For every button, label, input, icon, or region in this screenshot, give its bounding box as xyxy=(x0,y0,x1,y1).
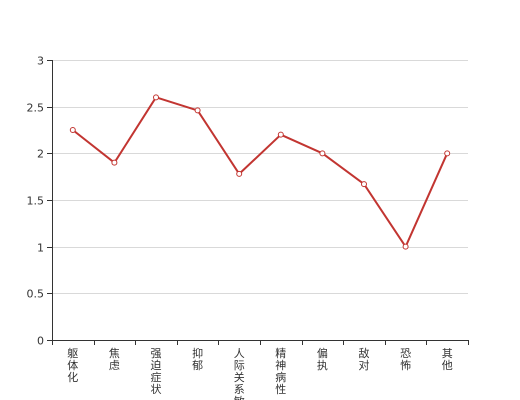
y-axis: 0 0.5 1 1.5 2 2.5 3 xyxy=(27,55,53,348)
grid-lines xyxy=(52,60,468,294)
x-tick-label: 焦虑 xyxy=(109,347,120,372)
data-point-6[interactable] xyxy=(277,131,284,138)
data-point-9[interactable] xyxy=(402,243,409,250)
data-point-4[interactable] xyxy=(194,107,201,114)
x-tick-label: 抑郁 xyxy=(192,346,203,372)
series-points xyxy=(69,94,451,250)
x-tick-label: 人际关系敏感 xyxy=(234,347,245,400)
y-tick-label: 2 xyxy=(37,148,44,161)
x-tick-label: 强迫症状 xyxy=(151,347,162,396)
x-tick-label: 敌对 xyxy=(359,346,370,372)
data-point-8[interactable] xyxy=(361,181,367,188)
data-point-10[interactable] xyxy=(444,150,451,157)
series-line xyxy=(71,96,449,248)
data-point-1[interactable] xyxy=(69,127,76,133)
data-point-5[interactable] xyxy=(236,170,243,177)
y-tick-label: 0 xyxy=(37,335,44,348)
y-tick-label: 1 xyxy=(37,242,44,255)
x-tick-label: 恐怖 xyxy=(400,347,411,372)
y-tick-label: 1.5 xyxy=(27,195,45,208)
y-tick-label: 3 xyxy=(37,55,44,68)
x-tick-label: 偏执 xyxy=(317,346,328,372)
y-tick-label: 2.5 xyxy=(27,102,45,115)
data-point-7[interactable] xyxy=(319,150,326,157)
x-tick-label: 精神病性 xyxy=(275,347,286,396)
data-point-2[interactable] xyxy=(111,159,118,166)
y-tick-label: 0.5 xyxy=(27,288,45,301)
x-tick-label: 躯体化 xyxy=(67,347,78,384)
data-point-3[interactable] xyxy=(153,94,159,101)
x-axis: 躯体化 焦虑 强迫症状 抑郁 人际关系敏感 精神病性 偏执 敌对 恐怖 其他 xyxy=(52,340,469,400)
x-tick-label: 其他 xyxy=(442,347,453,372)
